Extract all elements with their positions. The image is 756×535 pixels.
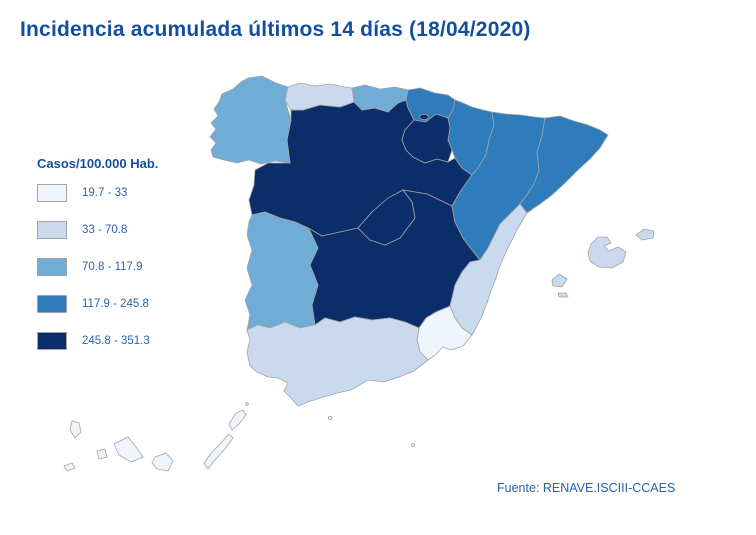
legend-label: 117.9 - 245.8 [82,298,149,310]
legend-row: 245.8 - 351.3 [37,332,227,350]
island-menorca [635,228,655,241]
source-caption: Fuente: RENAVE.ISCIII-CCAES [497,481,676,495]
region-la-rioja [401,113,453,164]
balearic-islands [551,228,655,298]
island-mallorca [587,236,627,269]
legend-swatch [37,258,67,276]
legend-row: 33 - 70.8 [37,221,227,239]
legend-row: 70.8 - 117.9 [37,258,227,276]
legend-label: 19.7 - 33 [82,187,128,199]
region-madrid [357,189,416,246]
island-ibiza [551,273,568,288]
legend-swatch [37,332,67,350]
island-formentera [557,292,569,298]
region-galicia [209,75,292,165]
legend-label: 245.8 - 351.3 [82,335,150,347]
region-melilla [411,443,415,447]
island-el-hierro [63,462,76,472]
region-cataluna [519,115,609,214]
legend-label: 33 - 70.8 [82,224,128,236]
region-trevino-enclave [419,114,429,121]
legend-title: Casos/100.000 Hab. [37,156,159,171]
legend-rows: 19.7 - 33 33 - 70.8 70.8 - 117.9 117.9 - 24… [37,184,227,350]
island-lanzarote [228,409,247,431]
region-andalucia [246,316,429,407]
legend-swatch [37,295,67,313]
island-fuerteventura [203,433,234,470]
region-extremadura [244,211,319,331]
page-title: Incidencia acumulada últimos 14 días (18… [20,18,531,41]
legend-swatch [37,184,67,202]
island-la-palma [69,420,82,439]
island-la-gomera [96,448,108,460]
island-gran-canaria [151,452,174,472]
region-pais-vasco [405,87,456,123]
island-islet [245,402,249,406]
canary-islands [63,402,249,472]
island-tenerife [113,436,144,463]
region-ceuta [327,415,332,420]
legend-row: 117.9 - 245.8 [37,295,227,313]
legend: Casos/100.000 Hab. 19.7 - 33 33 - 70.8 70.… [37,156,227,369]
region-cantabria [351,84,409,113]
legend-swatch [37,221,67,239]
legend-row: 19.7 - 33 [37,184,227,202]
legend-label: 70.8 - 117.9 [82,261,143,273]
